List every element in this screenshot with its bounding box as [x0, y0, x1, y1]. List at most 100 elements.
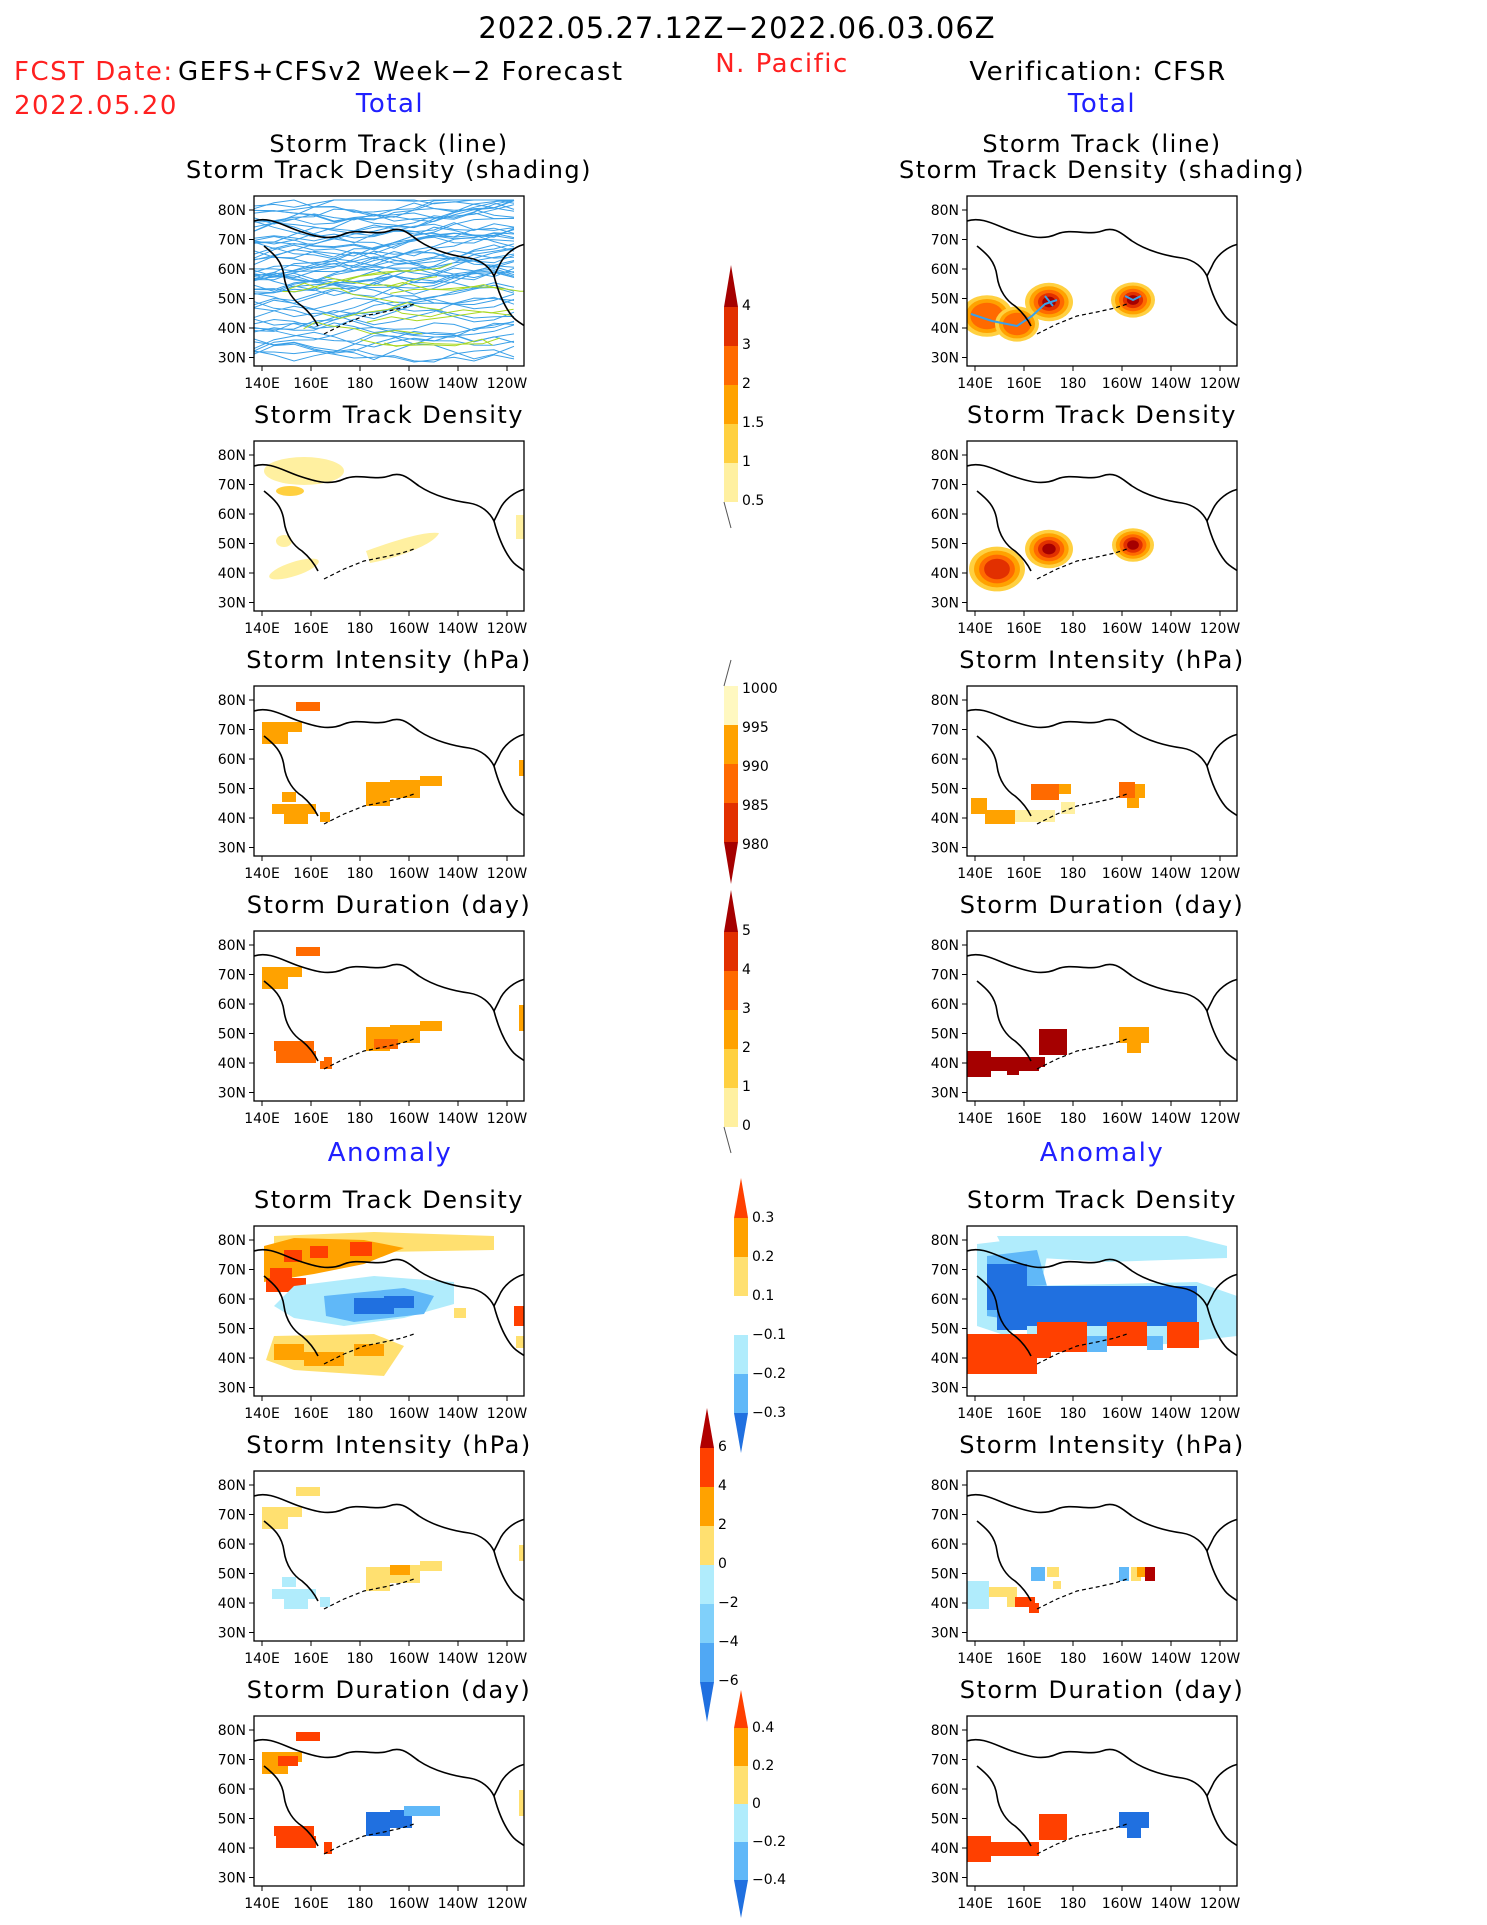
map-panel: Storm Intensity (hPa) 80N 70N 60N 50N 40N 30N 1… [931, 646, 1244, 882]
colorbar-segment [734, 1296, 748, 1335]
colorbar-label: −0.3 [752, 1405, 786, 1421]
colorbar-segment [724, 686, 738, 725]
colorbar-intensity_total: 1000 995 990 985 980 [723, 659, 778, 884]
lon-tick-label: 120W [487, 1896, 528, 1912]
lon-tick-label: 160E [293, 1406, 329, 1422]
lat-tick-label: 30N [218, 351, 246, 367]
lat-tick-label: 30N [931, 1871, 959, 1887]
colorbar-segment [724, 1088, 738, 1127]
colorbar-label: 5 [742, 923, 751, 939]
lon-tick-label: 160E [293, 1896, 329, 1912]
map-panel: Storm Track Density 80N 70N 60N 50N 40N 30N 140… [218, 1186, 528, 1422]
colorbar-label: 4 [742, 962, 751, 978]
colorbar-segment [700, 1565, 714, 1604]
colorbar-segment [700, 1604, 714, 1643]
colorbar-cap [734, 1178, 748, 1218]
lat-tick-label: 40N [218, 1596, 246, 1612]
lat-tick-label: 70N [931, 1263, 959, 1279]
lon-tick-label: 140W [1151, 1896, 1192, 1912]
lat-tick-label: 50N [218, 537, 246, 553]
colorbar-label: 0.4 [752, 1720, 774, 1736]
lat-tick-label: 70N [931, 233, 959, 249]
lat-tick-label: 60N [931, 1292, 959, 1308]
colorbar-label: 4 [718, 1478, 727, 1494]
lat-tick-label: 60N [218, 997, 246, 1013]
map-shading [967, 705, 1237, 856]
panel-title: Storm Track Density [967, 1186, 1237, 1214]
colorbar-segment [724, 725, 738, 764]
lat-tick-label: 80N [931, 1723, 959, 1739]
colorbar-label: 0.2 [752, 1249, 774, 1265]
lon-tick-label: 160E [1006, 1651, 1042, 1667]
lon-tick-label: 180 [1060, 1651, 1087, 1667]
map-shading [967, 1735, 1237, 1886]
lat-tick-label: 70N [218, 723, 246, 739]
lon-tick-label: 160W [1102, 1896, 1143, 1912]
lon-tick-label: 120W [1200, 1406, 1241, 1422]
lat-tick-label: 70N [218, 233, 246, 249]
colorbar-segment [700, 1526, 714, 1565]
lon-tick-label: 140E [244, 621, 280, 637]
lat-tick-label: 40N [931, 1841, 959, 1857]
colorbar-segment [724, 932, 738, 971]
lon-tick-label: 120W [487, 621, 528, 637]
lon-tick-label: 160W [1102, 1111, 1143, 1127]
colorbar-label: 0.2 [752, 1758, 774, 1774]
lon-tick-label: 180 [1060, 1896, 1087, 1912]
lon-tick-label: 160W [389, 866, 430, 882]
colorbar-cap [734, 1690, 748, 1728]
lon-tick-label: 140W [1151, 1651, 1192, 1667]
colorbar-segment [734, 1335, 748, 1374]
lon-tick-label: 120W [487, 866, 528, 882]
lon-tick-label: 140E [957, 376, 993, 392]
colorbar-label: 985 [742, 798, 769, 814]
map-shading [254, 457, 524, 611]
lon-tick-label: 160W [389, 621, 430, 637]
map-shading [967, 1490, 1237, 1641]
colorbar-segment [700, 1487, 714, 1526]
colorbar-label: 2 [742, 376, 751, 392]
map-panel: Storm Duration (day) 80N 70N 60N 50N 40N 30N 14… [931, 1676, 1243, 1912]
colorbar-label: 980 [742, 837, 769, 853]
lat-tick-label: 40N [218, 1841, 246, 1857]
lon-tick-label: 140E [244, 1406, 280, 1422]
lat-tick-label: 80N [218, 1233, 246, 1249]
colorbar-label: −0.1 [752, 1327, 786, 1343]
anomaly-label-right: Anomaly [1040, 1138, 1165, 1168]
map-panel: Storm Track Density 80N 70N 60N 50N 40N 30N 140… [931, 1186, 1241, 1422]
lat-tick-label: 70N [218, 478, 246, 494]
lon-tick-label: 140W [438, 621, 479, 637]
lon-tick-label: 180 [347, 1406, 374, 1422]
lon-tick-label: 120W [487, 1406, 528, 1422]
lat-tick-label: 80N [218, 203, 246, 219]
lon-tick-label: 140W [1151, 866, 1192, 882]
lat-tick-label: 70N [931, 968, 959, 984]
lat-tick-label: 70N [218, 968, 246, 984]
map-panel: Storm Track (line)Storm Track Density (s… [899, 130, 1304, 392]
lon-tick-label: 140E [244, 376, 280, 392]
colorbar-label: 1.5 [742, 415, 764, 431]
colorbar-segment [734, 1804, 748, 1842]
lat-tick-label: 80N [931, 203, 959, 219]
lon-tick-label: 180 [347, 1651, 374, 1667]
lat-tick-label: 50N [931, 292, 959, 308]
colorbar-segment [734, 1842, 748, 1880]
lat-tick-label: 60N [931, 507, 959, 523]
map-shading [254, 702, 524, 856]
lon-tick-label: 120W [1200, 376, 1241, 392]
lat-tick-label: 70N [931, 1508, 959, 1524]
colorbar-label: −0.2 [752, 1834, 786, 1850]
colorbar-density_anom: 0.3 0.2 0.1 −0.1 −0.2 −0.3 [734, 1178, 786, 1453]
colorbar-segment [724, 1049, 738, 1088]
colorbar-cap [734, 1880, 748, 1918]
lat-tick-label: 60N [931, 752, 959, 768]
panel-title: Storm Duration (day) [247, 1676, 532, 1704]
lon-tick-label: 180 [347, 621, 374, 637]
colorbar-label: 0 [718, 1556, 727, 1572]
colorbar-duration_anom: 0.4 0.2 0 −0.2 −0.4 [734, 1690, 786, 1918]
lat-tick-label: 80N [218, 938, 246, 954]
colorbar-segment [724, 463, 738, 502]
lon-tick-label: 180 [1060, 1406, 1087, 1422]
lon-tick-label: 120W [487, 1651, 528, 1667]
lat-tick-label: 40N [218, 1351, 246, 1367]
